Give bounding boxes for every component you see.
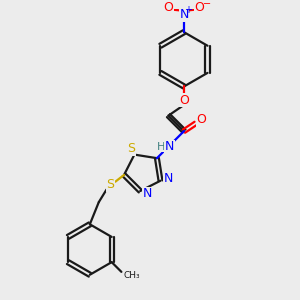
Text: O: O	[196, 113, 206, 126]
Text: −: −	[203, 0, 211, 9]
Text: O: O	[195, 2, 204, 14]
Text: N: N	[142, 188, 152, 200]
Text: O: O	[179, 94, 189, 106]
Text: +: +	[184, 5, 192, 15]
Text: CH₃: CH₃	[123, 271, 140, 280]
Text: N: N	[164, 172, 173, 185]
Text: S: S	[128, 142, 136, 155]
Text: O: O	[164, 2, 173, 14]
Text: N: N	[179, 8, 189, 21]
Text: S: S	[106, 178, 114, 191]
Text: N: N	[165, 140, 174, 153]
Text: H: H	[157, 142, 165, 152]
